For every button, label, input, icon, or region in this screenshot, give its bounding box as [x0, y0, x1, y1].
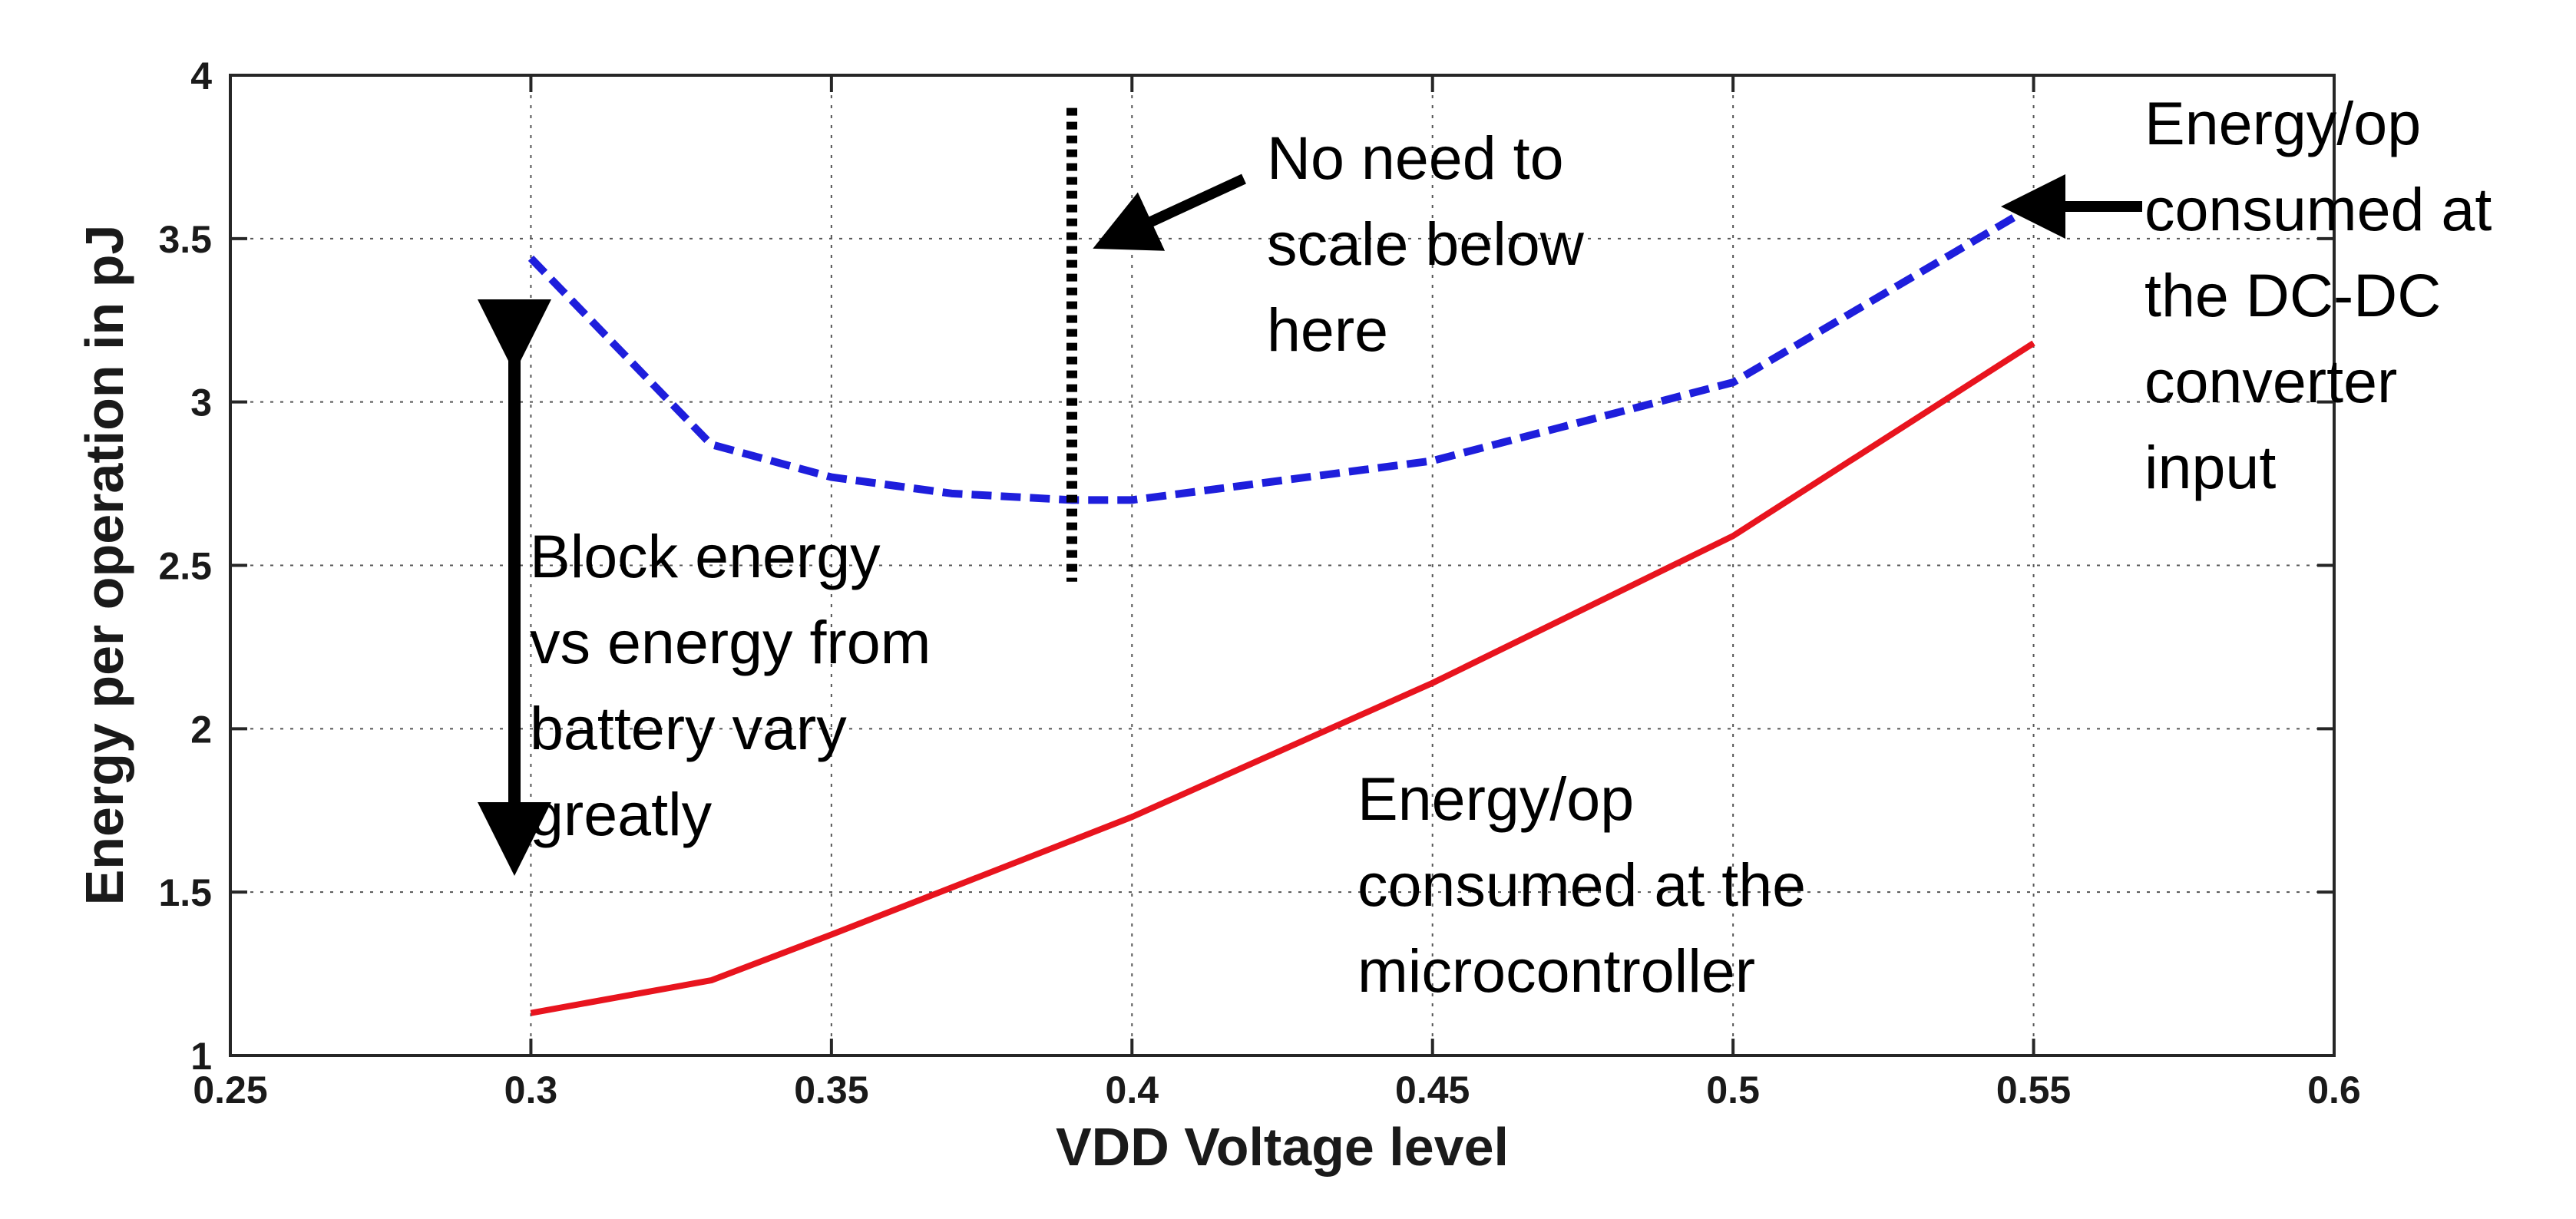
x-tick-label: 0.25: [193, 1069, 267, 1112]
x-tick-label: 0.45: [1395, 1069, 1470, 1112]
annotation-line: consumed at the: [1357, 851, 1806, 919]
annotation-line: microcontroller: [1357, 937, 1755, 1005]
annotation-dcdc: Energy/op consumed at the DC-DC converte…: [2144, 89, 2508, 501]
annotation-line: Energy/op: [2144, 89, 2421, 157]
y-tick-label: 2.5: [158, 545, 212, 588]
y-axis-label: Energy per operation in pJ: [74, 225, 134, 906]
y-tick-labels: 1 1.5 2 2.5 3 3.5 4: [158, 55, 212, 1078]
annotation-line: Block energy: [530, 522, 881, 590]
annotation-line: No need to: [1267, 124, 1564, 192]
x-tick-label: 0.5: [1706, 1069, 1760, 1112]
x-tick-label: 0.3: [504, 1069, 558, 1112]
annotation-line: Energy/op: [1357, 765, 1634, 833]
annotation-no-need: No need to scale below here: [1267, 124, 1601, 364]
y-tick-label: 3.5: [158, 218, 212, 261]
annotation-line: consumed at: [2144, 175, 2492, 243]
annotation-line: the DC-DC: [2144, 261, 2441, 329]
x-tick-label: 0.55: [1996, 1069, 2071, 1112]
x-tick-label: 0.4: [1106, 1069, 1159, 1112]
annotation-microcontroller: Energy/op consumed at the microcontrolle…: [1357, 765, 1823, 1005]
x-axis-label: VDD Voltage level: [1056, 1117, 1509, 1177]
annotation-line: scale below: [1267, 210, 1585, 278]
annotation-line: converter: [2144, 347, 2397, 415]
x-tick-label: 0.35: [794, 1069, 868, 1112]
x-tick-label: 0.6: [2307, 1069, 2361, 1112]
annotation-line: input: [2144, 433, 2276, 501]
no-need-arrow: [1093, 173, 1246, 251]
y-tick-label: 4: [190, 55, 212, 97]
annotation-line: vs energy from: [530, 608, 931, 676]
annotation-line: battery vary: [530, 694, 847, 762]
y-tick-label: 3: [190, 382, 212, 425]
y-tick-label: 2: [190, 708, 212, 751]
annotation-line: greatly: [530, 780, 713, 848]
plot-frame: [229, 74, 2336, 1057]
y-tick-label: 1.5: [158, 871, 212, 914]
x-tick-labels: 0.25 0.3 0.35 0.4 0.45 0.5 0.55 0.6: [193, 1069, 2360, 1112]
y-tick-label: 1: [190, 1035, 212, 1078]
annotation-line: here: [1267, 296, 1388, 364]
annotation-block: Block energy vs energy from battery vary…: [530, 522, 947, 848]
